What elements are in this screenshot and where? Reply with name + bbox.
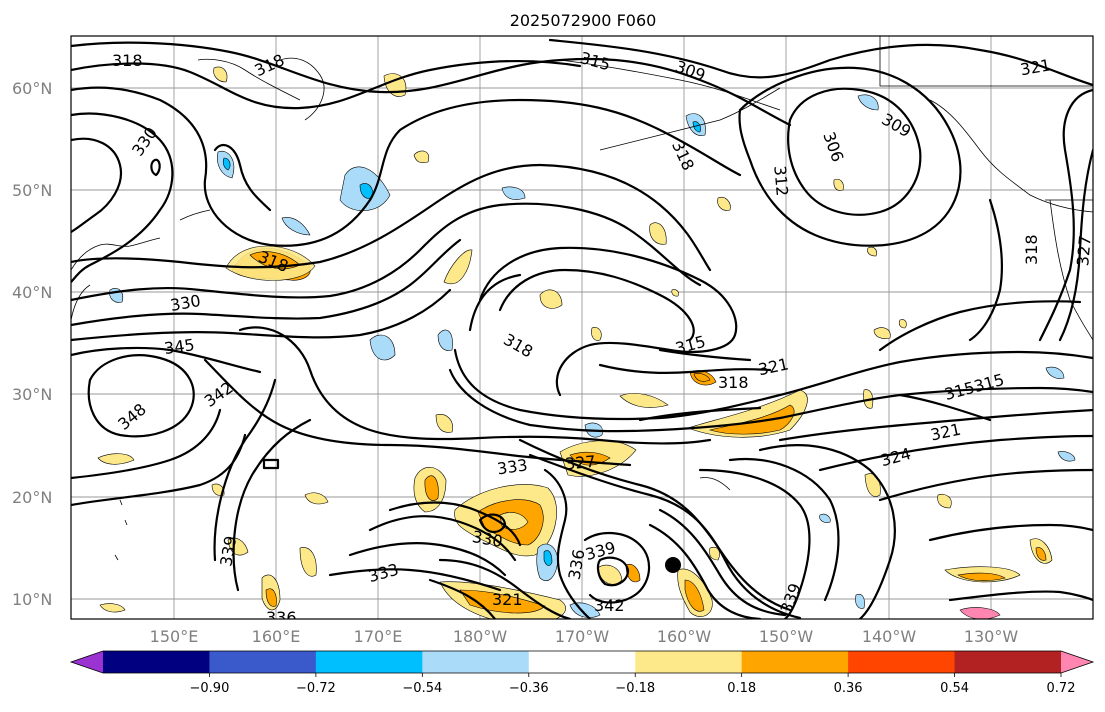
contours <box>71 38 1093 619</box>
latitude-labels: 60°N 50°N 40°N 30°N 20°N 10°N <box>12 79 52 609</box>
contour-label: 342 <box>594 596 625 615</box>
colorbar-tick-label: −0.54 <box>402 681 442 696</box>
colorbar-segment <box>635 651 743 673</box>
colorbar-tick-label: 0.72 <box>1047 681 1076 696</box>
colorbar-ticks: −0.90 −0.72 −0.54 −0.36 −0.18 0.18 0.36 0.54 0.7… <box>190 673 1076 696</box>
map-content: 318 318 315 309 321 330 306 309 318 312 … <box>71 36 1095 627</box>
colorbar-outline <box>69 650 1095 674</box>
colorbar-tick-label: 0.18 <box>727 681 756 696</box>
lon-label: 170°E <box>354 627 403 646</box>
plot-frame <box>70 35 1094 620</box>
contour-label: 327 <box>1073 235 1095 267</box>
colorbar-tick-label: 0.54 <box>940 681 969 696</box>
location-marker-dot <box>665 557 681 573</box>
lat-label: 50°N <box>12 181 52 200</box>
colorbar-segment <box>954 651 1062 673</box>
lat-label: 20°N <box>12 488 52 507</box>
colorbar-segment <box>422 651 530 673</box>
lon-label: 170°W <box>555 627 610 646</box>
map-title: 2025072900 F060 <box>510 11 657 30</box>
contour-label: 333 <box>496 455 529 478</box>
colorbar-tick-label: −0.90 <box>190 681 230 696</box>
contour-label: 345 <box>163 335 196 358</box>
colorbar-segment <box>528 651 636 673</box>
contour-label: 318 <box>1022 234 1041 265</box>
colorbar-tick-label: −0.36 <box>509 681 549 696</box>
lon-label: 180°W <box>453 627 508 646</box>
coastlines <box>71 36 1093 561</box>
contour-label: 312 <box>770 165 792 197</box>
contour-label: 321 <box>492 590 523 609</box>
colorbar-segment <box>209 651 317 673</box>
shaded-fields <box>97 66 1076 619</box>
lon-label: 160°W <box>657 627 712 646</box>
lon-label: 140°W <box>862 627 917 646</box>
colorbar-extend-high <box>1061 651 1093 673</box>
colorbar-segment <box>103 651 210 673</box>
contour-label: 336 <box>266 608 297 627</box>
lon-label: 160°E <box>252 627 301 646</box>
contour-label: 318 <box>718 373 749 392</box>
longitude-labels: 150°E 160°E 170°E 180°W 170°W 160°W 150°… <box>150 627 1019 646</box>
contour-label: 327 <box>564 452 596 474</box>
colorbar-segment <box>848 651 956 673</box>
lat-label: 30°N <box>12 385 52 404</box>
colorbar-tick-label: −0.18 <box>615 681 655 696</box>
colorbar: −0.90 −0.72 −0.54 −0.36 −0.18 0.18 0.36 0.54 0.7… <box>69 650 1095 696</box>
lon-label: 150°W <box>759 627 814 646</box>
colorbar-segment <box>315 651 423 673</box>
lat-label: 40°N <box>12 283 52 302</box>
colorbar-tick-label: −0.72 <box>296 681 336 696</box>
colorbar-extend-low <box>71 651 103 673</box>
graticule <box>71 36 1093 619</box>
contour-label: 318 <box>112 51 143 70</box>
colorbar-segments <box>69 650 1095 674</box>
lat-label: 10°N <box>12 590 52 609</box>
colorbar-tick-label: 0.36 <box>834 681 863 696</box>
lat-label: 60°N <box>12 79 52 98</box>
lon-label: 130°W <box>964 627 1019 646</box>
lon-label: 150°E <box>150 627 199 646</box>
colorbar-segment <box>741 651 849 673</box>
